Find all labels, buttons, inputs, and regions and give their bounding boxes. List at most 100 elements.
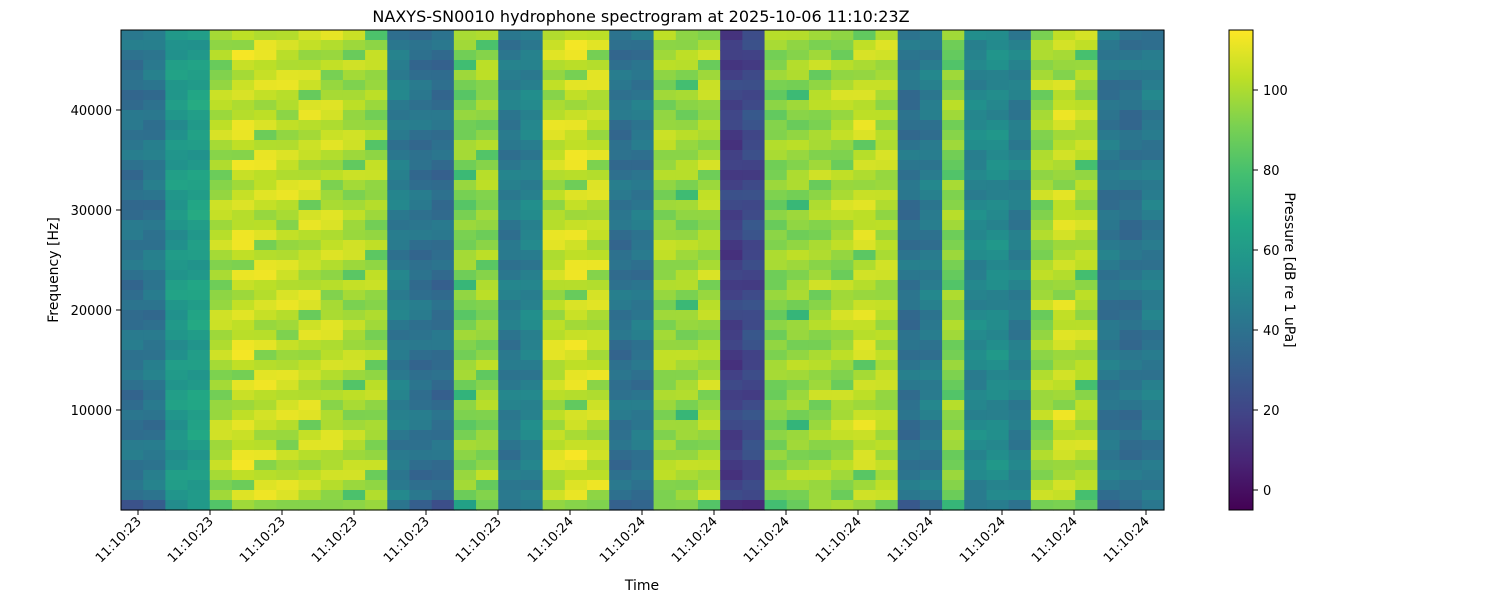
heatmap-cell <box>209 50 233 61</box>
heatmap-cell <box>853 210 877 221</box>
heatmap-cell <box>786 220 810 231</box>
heatmap-cell <box>875 430 899 441</box>
heatmap-cell <box>121 40 144 51</box>
heatmap-cell <box>498 180 522 191</box>
heatmap-cell <box>986 150 1010 161</box>
heatmap-cell <box>786 410 810 421</box>
heatmap-cell <box>320 310 344 321</box>
heatmap-cell <box>143 410 166 421</box>
heatmap-cell <box>1119 30 1143 41</box>
heatmap-cell <box>542 360 566 371</box>
heatmap-cell <box>720 140 743 151</box>
heatmap-cell <box>409 310 433 321</box>
heatmap-cell <box>986 380 1010 391</box>
heatmap-cell <box>964 290 988 301</box>
heatmap-cell <box>209 80 233 91</box>
heatmap-cell <box>808 500 832 511</box>
heatmap-cell <box>897 130 921 141</box>
heatmap-cell <box>209 350 233 361</box>
heatmap-cell <box>542 50 566 61</box>
heatmap-cell <box>742 400 766 411</box>
heatmap-cell <box>697 500 721 511</box>
heatmap-cell <box>231 190 255 201</box>
heatmap-cell <box>942 240 965 251</box>
heatmap-cell <box>320 320 344 331</box>
heatmap-cell <box>231 430 255 441</box>
heatmap-cell <box>320 430 344 441</box>
heatmap-cell <box>675 330 699 341</box>
heatmap-cell <box>453 410 477 421</box>
heatmap-cell <box>342 40 366 51</box>
heatmap-cell <box>609 250 632 261</box>
heatmap-cell <box>653 240 677 251</box>
heatmap-cell <box>697 240 721 251</box>
heatmap-cell <box>919 450 943 461</box>
heatmap-cell <box>453 420 477 431</box>
heatmap-cell <box>919 400 943 411</box>
heatmap-cell <box>320 210 344 221</box>
heatmap-cell <box>409 200 433 211</box>
heatmap-cell <box>587 420 610 431</box>
heatmap-cell <box>231 40 255 51</box>
heatmap-cell <box>298 230 322 241</box>
heatmap-cell <box>1008 280 1032 291</box>
heatmap-cell <box>742 190 766 201</box>
heatmap-cell <box>231 460 255 471</box>
heatmap-cell <box>720 90 743 101</box>
heatmap-cell <box>520 350 544 361</box>
heatmap-cell <box>897 320 921 331</box>
heatmap-cell <box>320 470 344 481</box>
heatmap-cell <box>498 110 522 121</box>
heatmap-cell <box>1141 160 1165 171</box>
heatmap-cell <box>1030 100 1054 111</box>
heatmap-cell <box>675 100 699 111</box>
heatmap-cell <box>409 110 433 121</box>
heatmap-cell <box>143 370 166 381</box>
heatmap-cell <box>121 410 144 421</box>
heatmap-cell <box>298 250 322 261</box>
heatmap-cell <box>298 270 322 281</box>
heatmap-cell <box>1119 490 1143 501</box>
heatmap-cell <box>808 160 832 171</box>
heatmap-cell <box>409 170 433 181</box>
heatmap-cell <box>786 210 810 221</box>
heatmap-cell <box>1053 390 1076 401</box>
heatmap-cell <box>1119 310 1143 321</box>
heatmap-cell <box>986 110 1010 121</box>
heatmap-cell <box>1008 500 1032 511</box>
heatmap-cell <box>720 390 743 401</box>
heatmap-cell <box>431 270 455 281</box>
x-tick-label: 11:10:23 <box>453 514 505 566</box>
heatmap-cell <box>542 440 566 451</box>
heatmap-cell <box>786 260 810 271</box>
heatmap-cell <box>143 240 166 251</box>
heatmap-cell <box>786 270 810 281</box>
heatmap-cell <box>165 130 189 141</box>
heatmap-cell <box>520 470 544 481</box>
heatmap-cell <box>409 320 433 331</box>
heatmap-cell <box>187 420 211 431</box>
heatmap-cell <box>320 450 344 461</box>
heatmap-cell <box>986 30 1010 41</box>
heatmap-cell <box>209 490 233 501</box>
heatmap-cell <box>942 200 965 211</box>
heatmap-cell <box>986 260 1010 271</box>
heatmap-cell <box>742 420 766 431</box>
heatmap-cell <box>498 390 522 401</box>
heatmap-cell <box>853 260 877 271</box>
heatmap-cell <box>542 60 566 71</box>
heatmap-cell <box>209 120 233 131</box>
heatmap-cell <box>209 60 233 71</box>
heatmap-cell <box>675 190 699 201</box>
heatmap-cell <box>853 360 877 371</box>
heatmap-cell <box>786 300 810 311</box>
heatmap-cell <box>564 380 588 391</box>
heatmap-cell <box>298 460 322 471</box>
heatmap-cell <box>742 490 766 501</box>
heatmap-cell <box>409 230 433 241</box>
heatmap-cell <box>453 430 477 441</box>
heatmap-cell <box>165 350 189 361</box>
heatmap-cell <box>165 230 189 241</box>
heatmap-cell <box>697 460 721 471</box>
heatmap-cell <box>342 190 366 201</box>
